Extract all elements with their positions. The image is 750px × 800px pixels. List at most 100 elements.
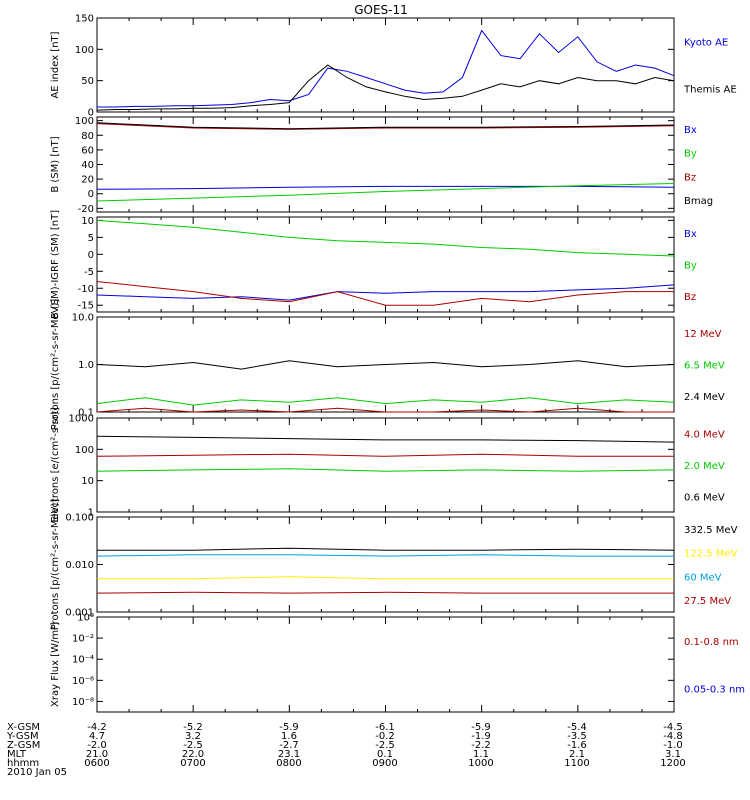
- series-line: [96, 591, 674, 594]
- y-tick-label: 10: [81, 216, 94, 227]
- legend-entry: 27.5 MeV: [684, 596, 731, 607]
- y-tick-label: 20: [81, 175, 94, 186]
- series-line: [96, 554, 674, 557]
- panel-7: 10⁻⁸ 10⁻⁶ 10⁻⁴ 10⁻² 10⁰ Xray Flux [W/m²] 0.1-0…: [50, 613, 745, 713]
- series-line: [96, 360, 675, 370]
- plot-title: GOES-11: [354, 3, 408, 17]
- orbit-cell: 1100: [564, 758, 589, 769]
- legend-entry: 6.5 MeV: [684, 361, 725, 372]
- y-tick-label: 150: [75, 14, 94, 25]
- y-tick-label: 0: [88, 108, 94, 119]
- orbit-cell: -2.7: [279, 740, 299, 751]
- panel-1: 0 50 100 150 AE index [nT] Kyoto AE Themis AE: [50, 14, 737, 119]
- panel-frame: [96, 17, 675, 113]
- y-tick-label: 100: [75, 45, 94, 56]
- y-tick-label: -20: [78, 204, 94, 215]
- legend-entry: Themis AE: [683, 85, 737, 96]
- orbit-cell: 0600: [84, 758, 109, 769]
- legend-entry: Bmag: [684, 196, 713, 207]
- legend-entry: 0.05-0.3 nm: [684, 684, 745, 695]
- panel-frame: [96, 616, 675, 713]
- series-line: [97, 576, 674, 580]
- legend-entry: By: [684, 149, 697, 160]
- y-tick-label: 100: [75, 445, 94, 456]
- y-tick-label: 1000: [69, 414, 94, 425]
- series-line: [96, 183, 675, 202]
- orbit-cell: 3.1: [665, 749, 681, 760]
- y-tick-label: 80: [81, 131, 94, 142]
- y-tick-label: -15: [78, 301, 94, 312]
- y-tick-label: 1: [88, 508, 94, 519]
- panel-6: 0.001 0.010 0.100 Protons [p/(cm²-s-sr-MeV)…: [50, 499, 738, 631]
- orbit-cell: -4.2: [87, 722, 107, 733]
- y-tick-label: -5: [84, 267, 94, 278]
- series-line: [96, 219, 675, 257]
- y-axis-label: Electrons [e/(cm²-s-sr)]: [50, 407, 61, 523]
- legend-entry: Bz: [684, 172, 696, 183]
- series-line: [96, 281, 674, 306]
- y-tick-label: 10: [81, 476, 94, 487]
- orbit-cell: 0700: [180, 758, 205, 769]
- legend-entry: 12 MeV: [684, 329, 722, 340]
- panel-frame: [96, 116, 675, 213]
- series-line: [96, 453, 674, 457]
- panel-3: -15 -10 -5 0 5 10 B (SM)-IGRF (SM) [nT] Bx By Bz: [50, 210, 697, 319]
- legend-entry: 2.4 MeV: [684, 392, 725, 403]
- y-tick-label: 10.0: [72, 313, 94, 324]
- panel-frame: [96, 417, 675, 513]
- orbit-cell: -2.2: [471, 740, 491, 751]
- orbit-table: X-GSM -4.2 -5.2 -5.9 -6.1 -5.9 -5.4 -4.5 Y-GSM 4.…: [6, 722, 686, 769]
- y-tick-label: 10⁻⁸: [72, 697, 94, 708]
- y-tick-label: 0.1: [78, 408, 94, 419]
- y-tick-label: -10: [78, 284, 94, 295]
- date-label: 2010 Jan 05: [7, 767, 67, 778]
- orbit-row-label: Y-GSM: [6, 731, 39, 742]
- panel-frame: [96, 516, 675, 613]
- orbit-row-label: hhmm: [7, 758, 39, 769]
- orbit-cell: -0.2: [375, 731, 395, 742]
- orbit-cell: -5.9: [471, 722, 491, 733]
- orbit-cell: 0900: [372, 758, 397, 769]
- orbit-cell: -5.2: [183, 722, 203, 733]
- y-tick-label: 0.100: [65, 513, 94, 524]
- y-tick-label: 5: [88, 233, 94, 244]
- y-tick-label: 0: [88, 250, 94, 261]
- series-line: [96, 64, 675, 111]
- orbit-row-label: Z-GSM: [7, 740, 40, 751]
- legend-entry: 332.5 MeV: [684, 525, 738, 536]
- y-tick-label: 60: [81, 145, 94, 156]
- orbit-cell: -1.0: [663, 740, 683, 751]
- legend-entry: By: [684, 261, 697, 272]
- series-line: [96, 435, 675, 443]
- series-line: [96, 397, 675, 406]
- orbit-cell: -3.5: [567, 731, 587, 742]
- orbit-cell: -1.9: [471, 731, 491, 742]
- y-tick-label: 10⁰: [77, 613, 94, 624]
- y-tick-label: 0.001: [65, 608, 94, 619]
- orbit-cell: -1.6: [567, 740, 587, 751]
- orbit-cell: 0800: [276, 758, 301, 769]
- legend-entry: 122.5 MeV: [684, 549, 738, 560]
- panel-5: 1 10 100 1000 Electrons [e/(cm²-s-sr)] 4.0 Me…: [50, 407, 725, 523]
- y-axis-label: Protons [p/(cm²-s-sr-MeV)]: [50, 299, 61, 431]
- y-axis-label: B (SM) [nT]: [50, 136, 61, 192]
- y-tick-label: 50: [81, 76, 94, 87]
- orbit-cell: 1.6: [281, 731, 297, 742]
- y-tick-label: 0.010: [65, 560, 94, 571]
- series-line: [96, 284, 675, 301]
- legend-entry: Bx: [684, 229, 697, 240]
- orbit-cell: -6.1: [375, 722, 395, 733]
- orbit-cell: -4.5: [663, 722, 683, 733]
- orbit-row-label: MLT: [7, 749, 27, 760]
- y-tick-label: 10⁻⁴: [72, 655, 94, 666]
- orbit-cell: 0.1: [377, 749, 393, 760]
- panel-4: 0.1 1.0 10.0 Protons [p/(cm²-s-sr-MeV)] 12 M…: [50, 299, 725, 431]
- orbit-cell: 1000: [468, 758, 493, 769]
- orbit-cell: -4.8: [663, 731, 683, 742]
- orbit-cell: 21.0: [86, 749, 108, 760]
- orbit-row-label: X-GSM: [7, 722, 40, 733]
- legend-entry: Bz: [684, 292, 696, 303]
- y-axis-label: Xray Flux [W/m²]: [50, 622, 61, 707]
